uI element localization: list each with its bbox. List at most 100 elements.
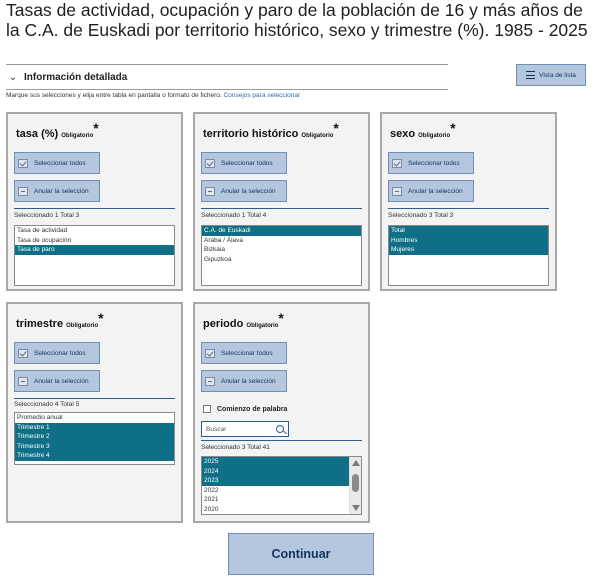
select-all-label: Seleccionar todos [221,349,273,357]
search-input[interactable]: Buscar [201,421,289,437]
select-all-label: Seleccionar todos [408,159,460,167]
select-all-button[interactable]: Seleccionar todos [201,152,287,174]
divider [14,208,175,209]
check-icon [205,158,215,168]
select-all-button[interactable]: Seleccionar todos [14,152,100,174]
deselect-label: Anular la selección [221,377,276,385]
select-all-button[interactable]: Seleccionar todos [14,342,100,364]
panel-title: tasa (%) Obligatorio* [16,120,99,140]
panel-title: territorio histórico Obligatorio* [203,120,339,140]
list-option[interactable]: Tasa de actividad [17,227,68,234]
listbox-scrollbar[interactable] [349,457,361,514]
list-option[interactable]: 2024 [202,466,349,477]
minus-icon [205,376,215,386]
check-icon [392,158,402,168]
panel-tasa: tasa (%) Obligatorio* Seleccionar todos … [6,112,183,291]
options-listbox[interactable]: Promedio anual Trimestre 1 Trimestre 2 Trim… [14,412,175,465]
required-asterisk: * [278,310,284,326]
page-title: Tasas de actividad, ocupación y paro de … [6,0,588,40]
list-option[interactable]: C.A. de Euskadi [202,226,361,236]
list-option[interactable]: Gipuzkoa [204,255,232,263]
list-option[interactable]: 2025 [202,457,349,467]
list-option[interactable]: 2020 [204,505,219,513]
panel-territorio: territorio histórico Obligatorio* Selecc… [193,112,370,291]
deselect-button[interactable]: Anular la selección [201,370,287,392]
selection-count: Seleccionado 3 Total 3 [388,212,454,219]
divider [201,440,362,441]
required-label: Obligatorio [246,323,279,329]
selection-count: Seleccionado 4 Total 5 [14,401,80,408]
panel-sexo: sexo Obligatorio* Seleccionar todos Anul… [380,112,557,291]
list-icon [526,71,536,79]
deselect-button[interactable]: Anular la selección [201,180,287,202]
required-label: Obligatorio [301,133,334,139]
panel-trimestre: trimestre Obligatorio* Seleccionar todos… [6,302,183,523]
variable-name: periodo [203,318,244,330]
word-start-checkbox[interactable] [203,405,211,413]
deselect-label: Anular la selección [34,377,89,385]
check-icon [18,348,28,358]
selection-count: Seleccionado 1 Total 3 [14,212,80,219]
list-option[interactable]: Total [389,226,548,236]
minus-icon [18,186,28,196]
instructions-text: Marque sus selecciones y elija entre tab… [6,92,300,99]
variable-name: tasa (%) [16,128,59,140]
list-option[interactable]: Mujeres [389,245,548,255]
list-option[interactable]: 2021 [204,496,219,504]
search-placeholder: Buscar [206,425,227,433]
options-listbox[interactable]: 2025 2024 2023 2022 2021 2020 [201,456,362,515]
select-all-button[interactable]: Seleccionar todos [388,152,474,174]
divider [14,398,175,399]
list-view-label: Vista de lista [539,71,576,79]
divider [388,208,549,209]
list-option[interactable]: Tasa de ocupación [17,236,72,244]
scroll-down-icon[interactable] [352,505,360,511]
options-listbox[interactable]: Tasa de actividad Tasa de ocupación Tasa d… [14,225,175,286]
minus-icon [18,376,28,386]
detail-info-toggle[interactable]: ⌄ Información detallada [6,64,448,90]
panel-title: sexo Obligatorio* [390,120,456,140]
minus-icon [392,186,402,196]
list-view-button[interactable]: Vista de lista [516,64,586,86]
required-asterisk: * [98,310,104,326]
instructions-label: Marque sus selecciones y elija entre tab… [6,92,222,99]
list-option[interactable]: 2022 [204,486,219,494]
select-all-label: Seleccionar todos [34,159,86,167]
list-option[interactable]: Trimestre 4 [15,451,174,461]
list-option[interactable]: Trimestre 2 [15,432,174,442]
required-asterisk: * [333,120,339,136]
deselect-button[interactable]: Anular la selección [388,180,474,202]
required-asterisk: * [450,120,456,136]
continue-button[interactable]: Continuar [228,533,374,575]
minus-icon [205,186,215,196]
scroll-thumb[interactable] [352,474,359,492]
deselect-label: Anular la selección [408,187,463,195]
list-option[interactable]: Promedio anual [17,414,63,421]
panel-periodo: periodo Obligatorio* Seleccionar todos A… [193,302,370,523]
deselect-button[interactable]: Anular la selección [14,370,100,392]
required-label: Obligatorio [66,323,99,329]
scroll-up-icon[interactable] [352,460,360,466]
variable-name: territorio histórico [203,128,299,140]
list-option[interactable]: Araba / Álava [204,236,244,244]
select-all-button[interactable]: Seleccionar todos [201,342,287,364]
options-listbox[interactable]: C.A. de Euskadi Araba / Álava Bizkaia Gipuz… [201,225,362,286]
deselect-label: Anular la selección [34,187,89,195]
tips-link[interactable]: Consejos para seleccionar [223,92,301,99]
select-all-label: Seleccionar todos [34,349,86,357]
word-start-checkbox-row[interactable]: Comienzo de palabra [203,405,287,413]
list-option[interactable]: Trimestre 3 [15,441,174,452]
select-all-label: Seleccionar todos [221,159,273,167]
search-icon[interactable] [276,425,284,433]
list-option[interactable]: Tasa de paro [15,245,174,255]
chevron-down-icon: ⌄ [8,71,18,83]
list-option[interactable]: Bizkaia [204,246,225,254]
options-listbox[interactable]: Total Hombres Mujeres [388,225,549,286]
selection-count: Seleccionado 1 Total 4 [201,212,267,219]
deselect-button[interactable]: Anular la selección [14,180,100,202]
list-option[interactable]: Trimestre 1 [15,422,174,433]
required-asterisk: * [93,120,99,136]
detail-info-label: Información detallada [24,71,128,83]
list-option[interactable]: 2023 [202,476,349,486]
list-option[interactable]: Hombres [389,235,548,246]
